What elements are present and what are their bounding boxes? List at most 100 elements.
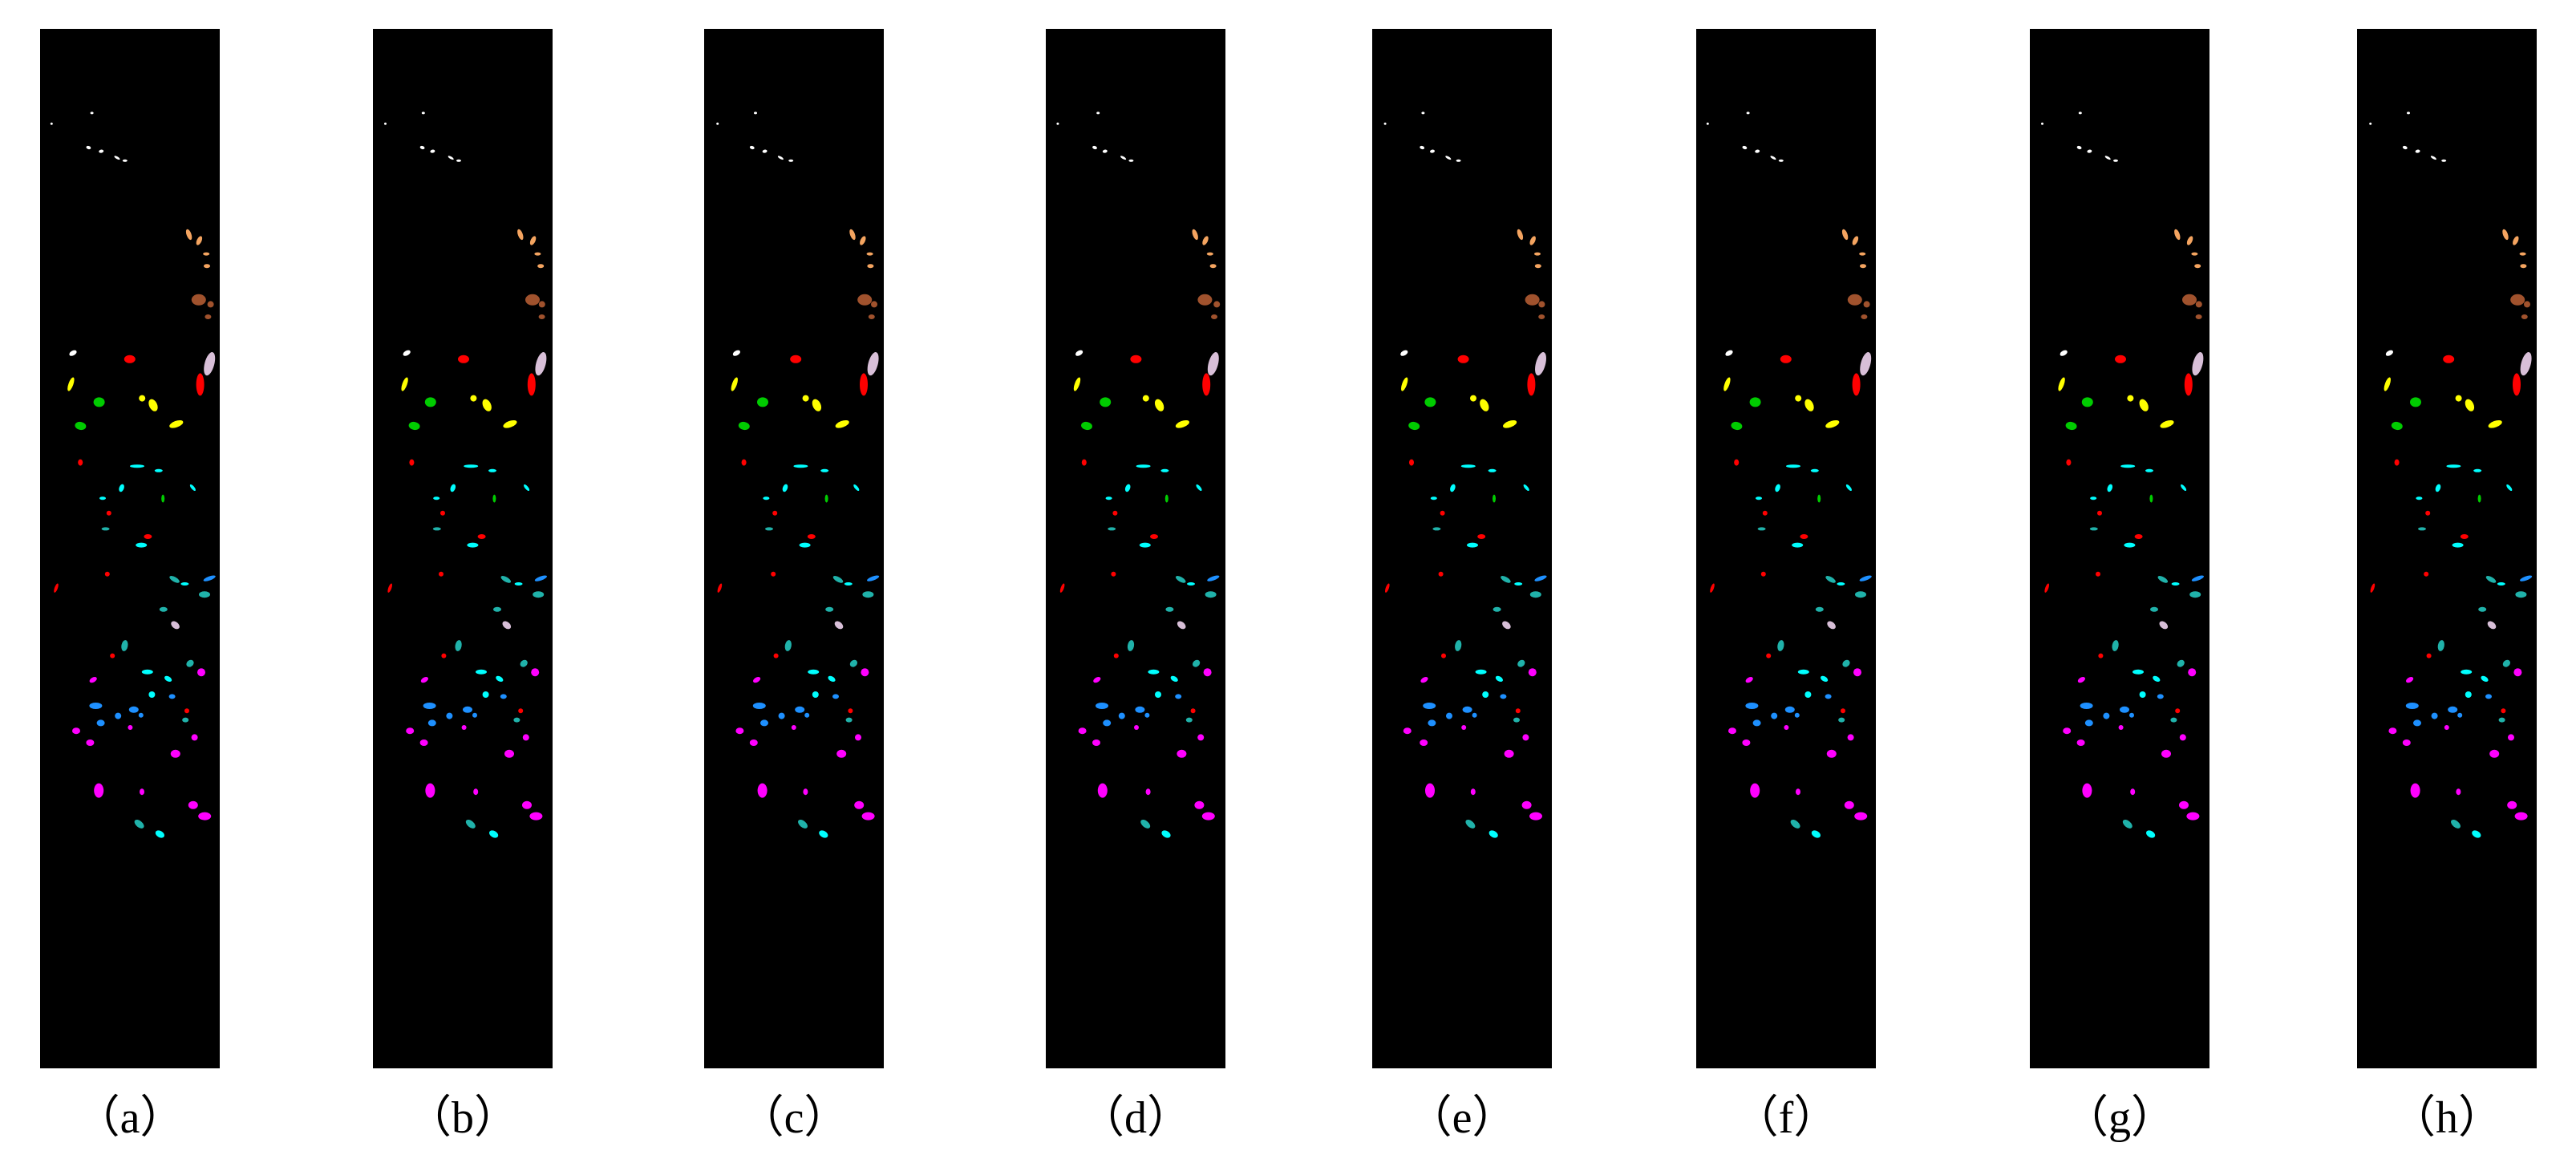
class-region xyxy=(504,749,514,758)
class-region xyxy=(2179,800,2189,809)
class-region xyxy=(1534,264,1541,269)
class-region xyxy=(1811,830,1821,838)
class-region xyxy=(401,377,408,391)
class-region xyxy=(1136,464,1151,468)
class-region xyxy=(139,395,146,402)
class-region xyxy=(455,640,462,651)
class-map-regions xyxy=(50,111,216,838)
class-region xyxy=(1752,719,1761,727)
classification-map-c xyxy=(704,29,884,1068)
class-region xyxy=(2455,395,2462,402)
class-region xyxy=(867,264,874,269)
class-region xyxy=(1165,606,1174,612)
class-region xyxy=(2078,111,2082,115)
class-region xyxy=(1784,725,1789,730)
class-region xyxy=(777,156,784,160)
class-region xyxy=(2508,734,2514,741)
class-region xyxy=(2437,640,2444,651)
class-region xyxy=(1140,819,1151,829)
class-region xyxy=(450,484,456,492)
class-region xyxy=(104,571,110,577)
class-region xyxy=(2502,659,2511,667)
class-region xyxy=(1081,459,1087,466)
class-region xyxy=(1515,708,1521,714)
class-region xyxy=(409,459,415,466)
class-region xyxy=(2498,717,2505,723)
class-region xyxy=(482,399,492,411)
class-region xyxy=(424,397,436,407)
class-region xyxy=(2179,734,2186,741)
class-region xyxy=(1786,464,1800,468)
class-region xyxy=(1821,675,1829,683)
class-region xyxy=(2103,712,2110,719)
class-region xyxy=(99,149,104,153)
class-region xyxy=(832,694,839,699)
class-region xyxy=(2407,111,2410,115)
class-region xyxy=(1527,373,1536,396)
class-region xyxy=(862,591,874,598)
class-region xyxy=(1450,484,1456,492)
class-region xyxy=(857,294,873,306)
class-region xyxy=(731,377,738,391)
class-region xyxy=(161,494,165,503)
class-region xyxy=(2461,669,2473,675)
class-region xyxy=(467,542,479,548)
class-region xyxy=(772,510,778,516)
class-region xyxy=(773,653,779,658)
class-region xyxy=(855,734,861,741)
class-region xyxy=(115,712,122,719)
class-region xyxy=(136,542,148,548)
class-region xyxy=(1209,264,1217,269)
panel-caption-e: （e） xyxy=(1407,1093,1517,1143)
class-region xyxy=(1056,122,1059,125)
class-region xyxy=(1746,111,1750,115)
class-region xyxy=(1128,159,1134,162)
class-region xyxy=(1503,419,1517,428)
class-region xyxy=(2452,542,2464,548)
class-region xyxy=(130,464,144,468)
class-region xyxy=(1175,576,1186,583)
class-region xyxy=(1194,800,1205,809)
class-region xyxy=(868,314,875,319)
class-region xyxy=(2519,252,2526,256)
class-region xyxy=(1817,494,1821,503)
class-region xyxy=(2514,812,2528,821)
class-region xyxy=(1385,583,1390,593)
class-region xyxy=(790,355,802,363)
class-region xyxy=(2410,783,2420,798)
class-region xyxy=(2120,464,2136,468)
class-region xyxy=(1177,621,1186,630)
class-region xyxy=(2132,669,2144,675)
class-region xyxy=(2388,727,2397,735)
class-region xyxy=(1150,534,1158,539)
class-region xyxy=(1460,464,1476,468)
classification-map-b xyxy=(373,29,553,1068)
class-region xyxy=(525,294,540,306)
class-region xyxy=(1112,510,1118,516)
class-region xyxy=(101,527,110,531)
class-region xyxy=(2157,576,2169,583)
class-region xyxy=(2521,314,2528,319)
class-region xyxy=(1139,542,1151,548)
class-region xyxy=(835,419,849,428)
class-region xyxy=(2077,676,2085,683)
class-region xyxy=(69,350,77,356)
class-region xyxy=(1482,691,1489,698)
class-region xyxy=(1400,350,1408,356)
class-region xyxy=(203,575,216,581)
class-region xyxy=(121,640,128,651)
class-region xyxy=(1164,494,1169,503)
class-region xyxy=(492,494,496,503)
class-region xyxy=(1409,459,1414,466)
class-region xyxy=(820,468,829,472)
class-region xyxy=(196,236,203,245)
class-region xyxy=(2385,350,2393,356)
class-region xyxy=(464,464,479,468)
class-region xyxy=(423,703,436,709)
class-region xyxy=(432,527,441,531)
class-map-regions xyxy=(2041,111,2204,838)
class-region xyxy=(168,694,176,699)
class-region xyxy=(1861,314,1868,319)
class-region xyxy=(2460,534,2469,539)
class-region xyxy=(441,653,447,658)
